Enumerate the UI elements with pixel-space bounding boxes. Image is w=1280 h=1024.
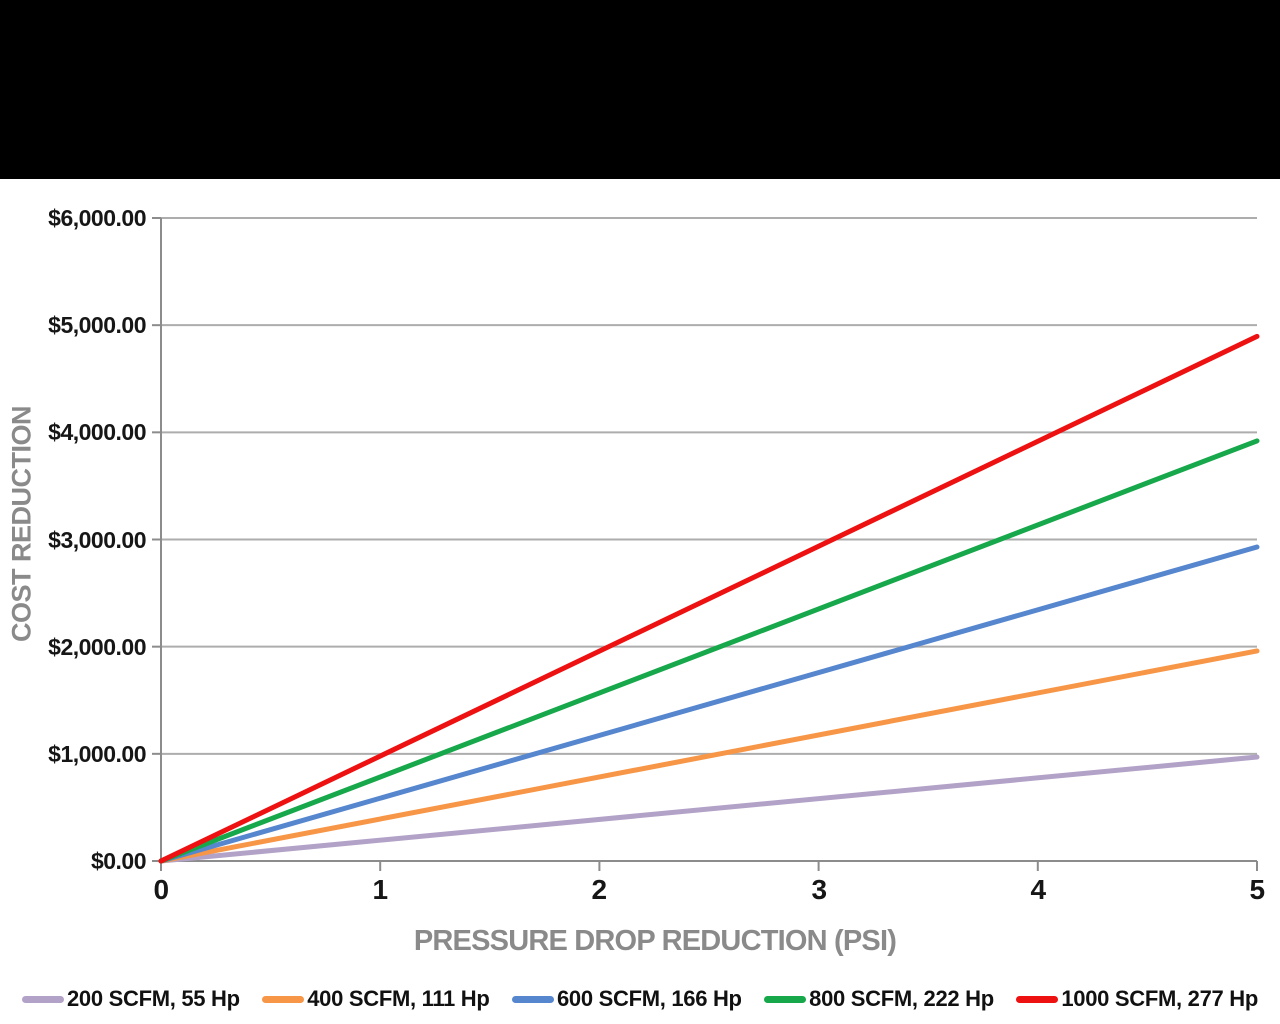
data-line-200-scfm-55-hp <box>158 754 1260 864</box>
x-axis-tick-label: 1 <box>372 874 388 905</box>
y-axis-tick-label: $1,000.00 <box>48 741 146 767</box>
legend-item: 400 SCFM, 111 Hp <box>262 986 490 1012</box>
legend-label: 400 SCFM, 111 Hp <box>307 986 490 1011</box>
legend-label: 1000 SCFM, 277 Hp <box>1061 986 1258 1011</box>
y-axis-tick-label: $2,000.00 <box>48 634 146 660</box>
chart-legend: 200 SCFM, 55 Hp 400 SCFM, 111 Hp 600 SCF… <box>0 982 1280 1016</box>
legend-item: 1000 SCFM, 277 Hp <box>1016 986 1258 1012</box>
x-axis-tick-label: 4 <box>1030 874 1046 905</box>
data-line-800-scfm-222-hp <box>158 438 1260 864</box>
legend-line-swatch-icon <box>511 995 554 1003</box>
legend-line-swatch-icon <box>764 995 807 1003</box>
y-axis-tick-label: $6,000.00 <box>48 205 146 231</box>
legend-line-swatch-icon <box>22 995 64 1003</box>
y-axis-tick-label: $5,000.00 <box>48 312 146 338</box>
legend-item: 800 SCFM, 222 Hp <box>764 986 994 1012</box>
legend-label: 600 SCFM, 166 Hp <box>556 986 742 1011</box>
legend-item: 600 SCFM, 166 Hp <box>511 986 742 1012</box>
x-axis-tick-label: 3 <box>811 874 827 905</box>
legend-item: 200 SCFM, 55 Hp <box>22 986 240 1012</box>
data-line-1000-scfm-277-hp <box>158 333 1260 864</box>
legend-line-swatch-icon <box>262 995 305 1003</box>
x-axis-title: PRESSURE DROP REDUCTION (PSI) <box>413 925 897 957</box>
x-axis-tick-label: 5 <box>1249 874 1265 905</box>
y-axis-tick-label: $4,000.00 <box>48 419 146 445</box>
y-axis-tick-label: $0.00 <box>90 848 147 874</box>
legend-label: 800 SCFM, 222 Hp <box>809 986 994 1011</box>
data-line-400-scfm-111-hp <box>158 648 1260 864</box>
y-axis-tick-label: $3,000.00 <box>48 527 146 553</box>
legend-line-swatch-icon <box>1016 995 1059 1003</box>
top-black-banner <box>0 0 1280 179</box>
x-axis-tick-label: 0 <box>153 874 169 905</box>
legend-label: 200 SCFM, 55 Hp <box>67 986 240 1011</box>
x-axis-tick-label: 2 <box>591 874 607 905</box>
data-line-600-scfm-166-hp <box>158 544 1260 864</box>
